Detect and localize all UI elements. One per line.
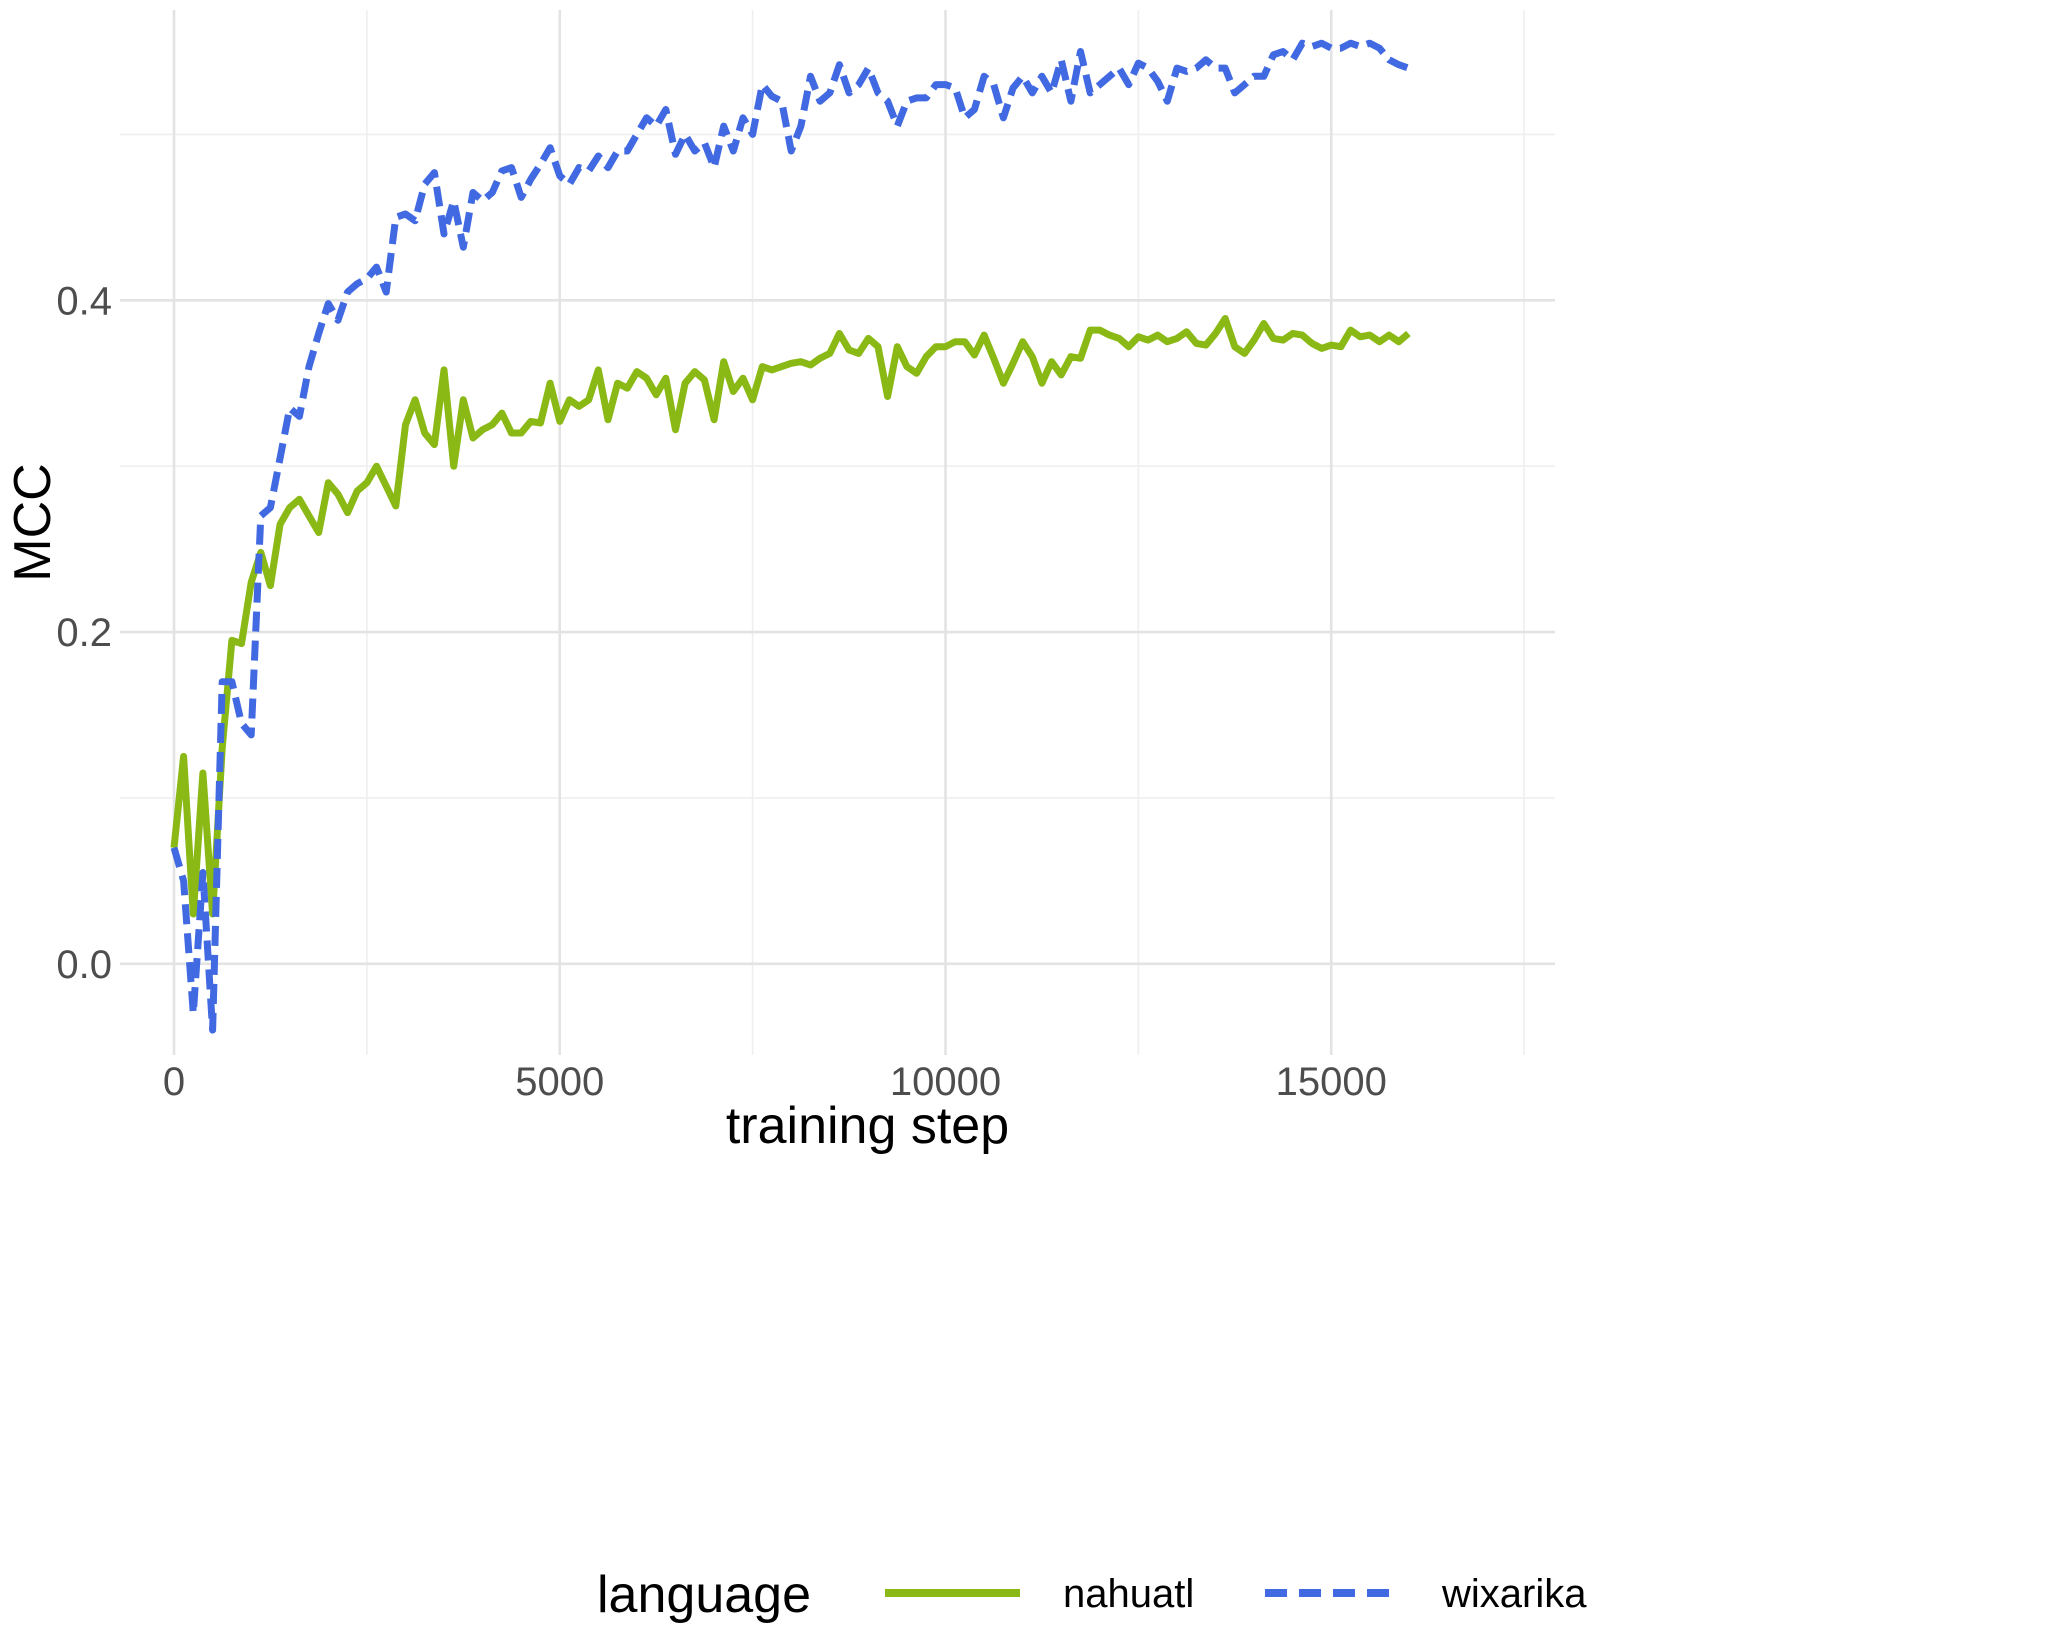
x-tick-label: 0 — [163, 1060, 185, 1104]
x-axis-title: training step — [726, 1097, 1009, 1155]
y-axis-title: MCC — [4, 463, 62, 581]
x-tick-label: 5000 — [515, 1060, 604, 1104]
y-axis-ticks: 0.0 0.2 0.4 — [56, 279, 112, 986]
grid — [120, 10, 1555, 1055]
legend-title: language — [597, 1566, 811, 1624]
x-tick-label: 15000 — [1276, 1060, 1387, 1104]
series-line-nahuatl — [170, 315, 1411, 918]
y-tick-label: 0.2 — [56, 611, 112, 655]
series-lines — [170, 39, 1411, 1034]
legend-label-nahuatl: nahuatl — [1063, 1572, 1194, 1616]
legend: language nahuatl wixarika — [597, 1566, 1587, 1624]
y-tick-label: 0.4 — [56, 279, 112, 323]
x-tick-label: 10000 — [890, 1060, 1001, 1104]
y-tick-label: 0.0 — [56, 943, 112, 987]
x-axis-ticks: 0 5000 10000 15000 — [163, 1060, 1387, 1104]
series-line-wixarika — [170, 39, 1410, 1034]
legend-label-wixarika: wixarika — [1441, 1572, 1587, 1616]
